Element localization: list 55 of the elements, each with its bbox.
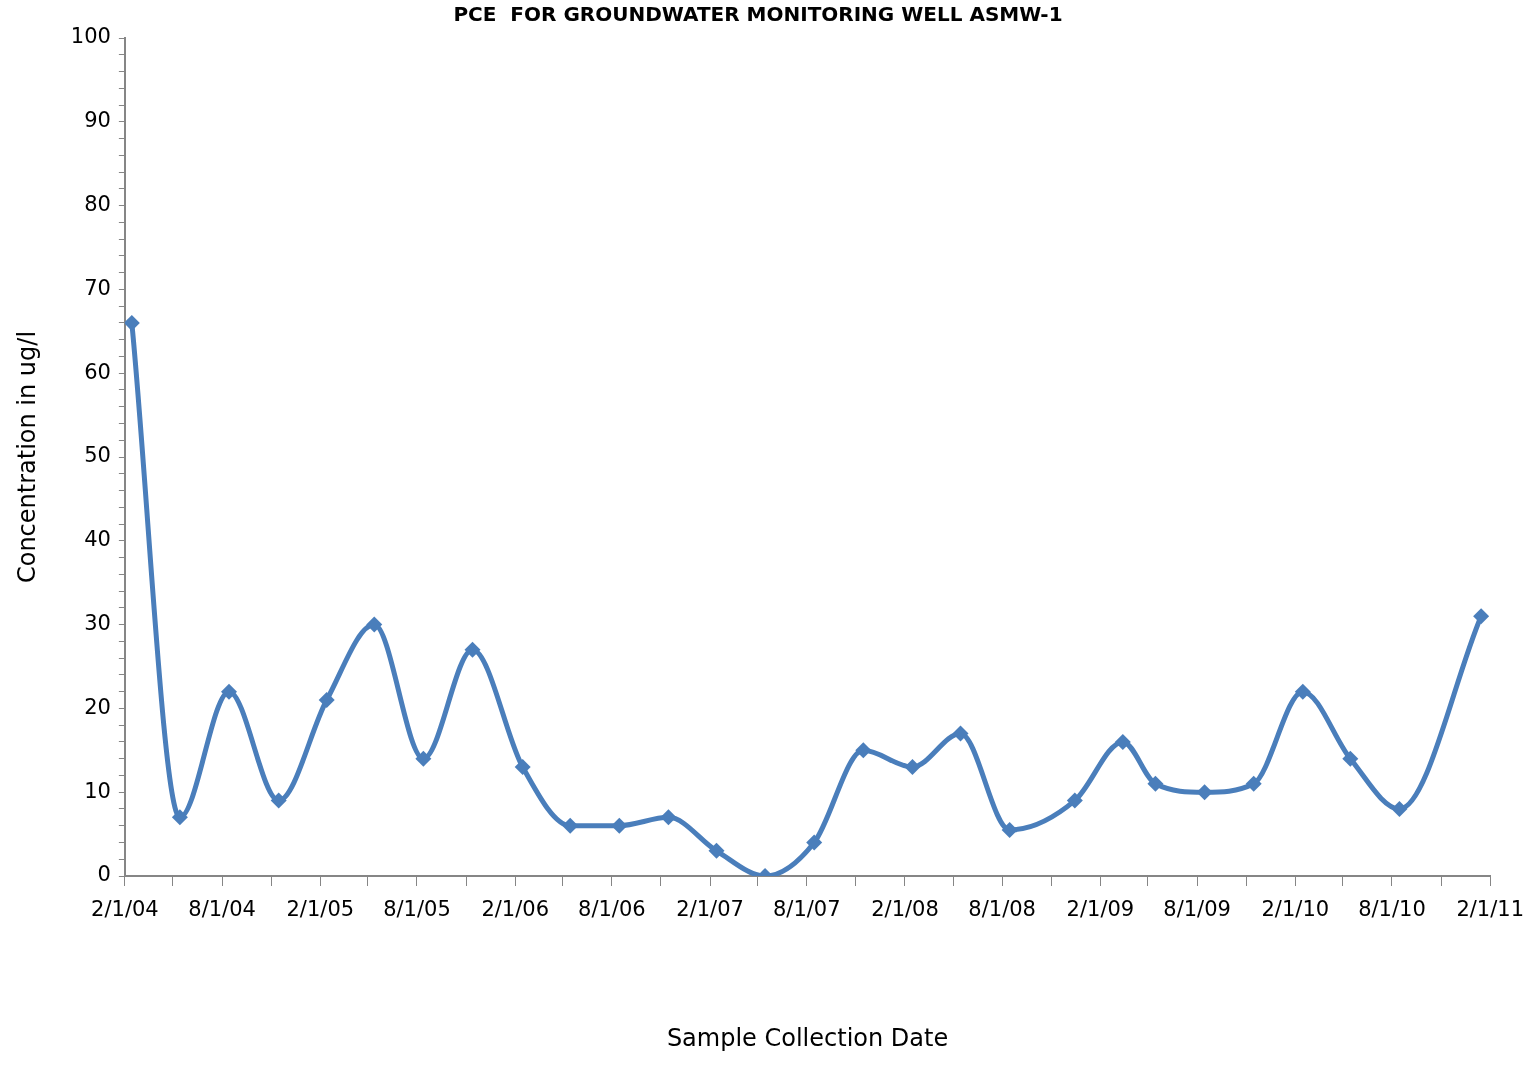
point: [124, 314, 140, 331]
y-tick-label: 30: [84, 611, 111, 636]
x-tick-label: 8/1/07: [772, 897, 841, 922]
point: [855, 742, 872, 759]
point: [1147, 775, 1164, 792]
y-tick-label: 0: [97, 862, 111, 887]
x-tick-label: 2/1/11: [1456, 897, 1524, 922]
point: [806, 834, 823, 851]
point: [1114, 733, 1131, 750]
x-tick-label: 8/1/09: [1163, 897, 1231, 922]
x-tick-label: 2/1/09: [1066, 897, 1135, 922]
x-tick-label: 2/1/08: [871, 897, 939, 922]
y-tick-label: 50: [84, 443, 111, 468]
y-tick-label: 100: [70, 24, 111, 49]
point: [1001, 821, 1018, 838]
point: [708, 842, 725, 859]
y-tick-label: 40: [84, 527, 111, 552]
point: [318, 692, 335, 709]
point: [270, 792, 287, 809]
y-tick-label: 70: [84, 275, 111, 300]
x-tick-label: 2/1/07: [676, 897, 744, 922]
chart-title: PCE FOR GROUNDWATER MONITORING WELL ASMW-1: [453, 2, 1063, 27]
y-tick-label: 80: [84, 192, 111, 217]
point: [904, 759, 921, 776]
y-axis-title: Concentration in ug/l: [12, 330, 41, 584]
point: [660, 809, 677, 826]
y-tick-label: 20: [84, 694, 111, 719]
x-tick-label: 2/1/06: [481, 897, 549, 922]
x-tick-label: 8/1/04: [188, 897, 256, 922]
x-tick-label: 2/1/04: [91, 897, 159, 922]
point: [464, 641, 481, 658]
point: [1294, 683, 1311, 700]
point: [1066, 792, 1083, 809]
x-tick-label: 2/1/10: [1261, 897, 1330, 922]
point: [1196, 784, 1213, 801]
point: [366, 616, 383, 633]
point: [171, 809, 188, 826]
point: [1245, 775, 1262, 792]
point: [1473, 608, 1490, 625]
point: [1391, 800, 1408, 817]
x-tick-label: 8/1/05: [383, 897, 451, 922]
point: [514, 759, 531, 776]
x-tick-label: 2/1/05: [286, 897, 355, 922]
point: [221, 683, 237, 700]
point: [952, 725, 969, 742]
point: [611, 817, 628, 834]
x-tick-label: 8/1/08: [968, 897, 1036, 922]
point: [1342, 750, 1359, 767]
x-tick-label: 8/1/10: [1358, 897, 1426, 922]
x-axis-title: Sample Collection Date: [666, 1023, 949, 1052]
y-tick-label: 90: [84, 108, 111, 133]
x-tick-label: 8/1/06: [578, 897, 646, 922]
y-tick-label: 10: [84, 778, 111, 803]
y-tick-label: 60: [84, 359, 111, 384]
point: [415, 750, 432, 767]
